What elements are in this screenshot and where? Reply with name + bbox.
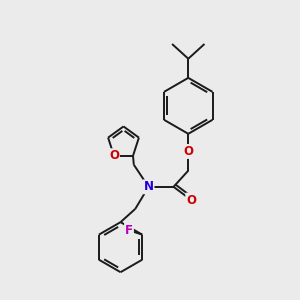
Text: F: F (125, 224, 133, 237)
Text: O: O (183, 145, 193, 158)
Text: O: O (186, 194, 196, 207)
Text: N: N (143, 180, 154, 193)
Text: O: O (109, 149, 119, 162)
